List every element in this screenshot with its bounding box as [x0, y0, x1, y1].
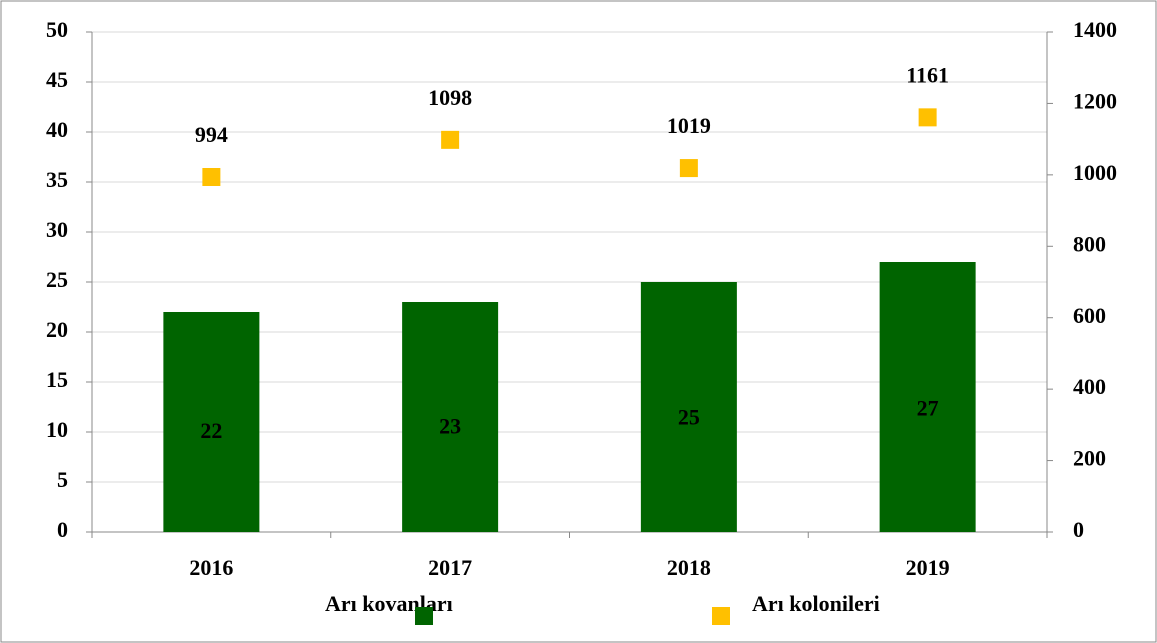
point-value-label: 994 — [195, 122, 228, 147]
y-tick-label: 50 — [46, 17, 68, 42]
legend-label: Arı kolonileri — [752, 591, 880, 616]
y2-tick-label: 400 — [1073, 374, 1106, 399]
bar-value-label: 23 — [439, 414, 461, 439]
y2-tick-label: 800 — [1073, 231, 1106, 256]
bar — [879, 262, 976, 532]
x-tick-label: 2017 — [428, 555, 472, 580]
y-tick-label: 35 — [46, 167, 68, 192]
y-tick-label: 45 — [46, 67, 68, 92]
y2-tick-label: 0 — [1073, 517, 1084, 542]
bar — [163, 312, 260, 532]
point — [202, 168, 221, 186]
legend-label: Arı kovanları — [325, 591, 453, 616]
point-value-label: 1161 — [906, 62, 949, 87]
y2-tick-label: 1000 — [1073, 160, 1117, 185]
y-tick-label: 0 — [57, 517, 68, 542]
y-tick-label: 15 — [46, 367, 68, 392]
x-tick-label: 2019 — [906, 555, 950, 580]
point — [679, 159, 698, 178]
y2-tick-label: 200 — [1073, 446, 1106, 471]
point — [918, 108, 937, 127]
bar — [402, 302, 499, 532]
point-value-label: 1019 — [667, 113, 711, 138]
x-tick-label: 2016 — [189, 555, 233, 580]
y-tick-label: 20 — [46, 317, 68, 342]
y-tick-label: 40 — [46, 117, 68, 142]
point-value-label: 1098 — [428, 85, 472, 110]
y2-tick-label: 600 — [1073, 303, 1106, 328]
y-tick-label: 30 — [46, 217, 68, 242]
y2-tick-label: 1200 — [1073, 88, 1117, 113]
y-tick-label: 25 — [46, 267, 68, 292]
x-tick-label: 2018 — [667, 555, 711, 580]
y-tick-label: 5 — [57, 467, 68, 492]
y2-tick-label: 1400 — [1073, 17, 1117, 42]
bar-value-label: 27 — [917, 396, 939, 421]
legend-swatch — [415, 607, 433, 625]
point — [441, 130, 460, 149]
legend-swatch — [712, 607, 730, 625]
bar — [640, 282, 737, 532]
y-tick-label: 10 — [46, 417, 68, 442]
bar-value-label: 25 — [678, 405, 700, 430]
bar-value-label: 22 — [200, 418, 222, 443]
